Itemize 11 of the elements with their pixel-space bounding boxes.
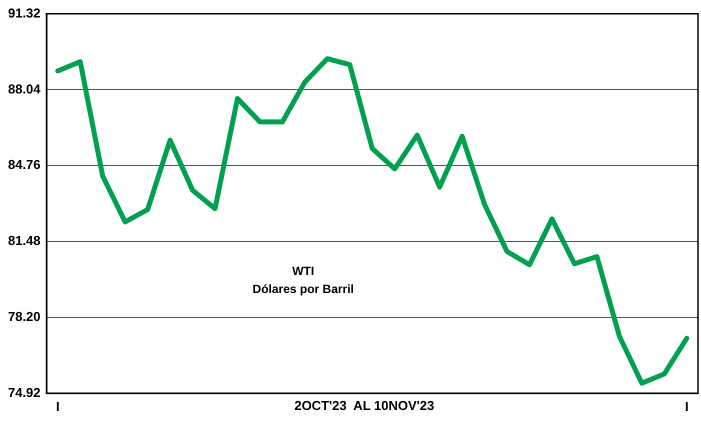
annotation: Dólares por Barril [252, 282, 354, 296]
y-tick-label: 88.04 [8, 81, 42, 96]
y-tick-label: 74.92 [8, 384, 41, 400]
annotation: WTI [292, 264, 314, 278]
x-axis-title: 2OCT'23 AL 10NOV'23 [294, 398, 434, 413]
y-tick-label: 78.20 [8, 309, 41, 324]
y-tick-label: 91.32 [8, 5, 41, 20]
y-tick-label: 81.48 [8, 233, 41, 248]
x-tick-label: I [684, 398, 689, 414]
x-tick-label: I [56, 398, 60, 414]
y-tick-label: 84.76 [8, 157, 41, 172]
